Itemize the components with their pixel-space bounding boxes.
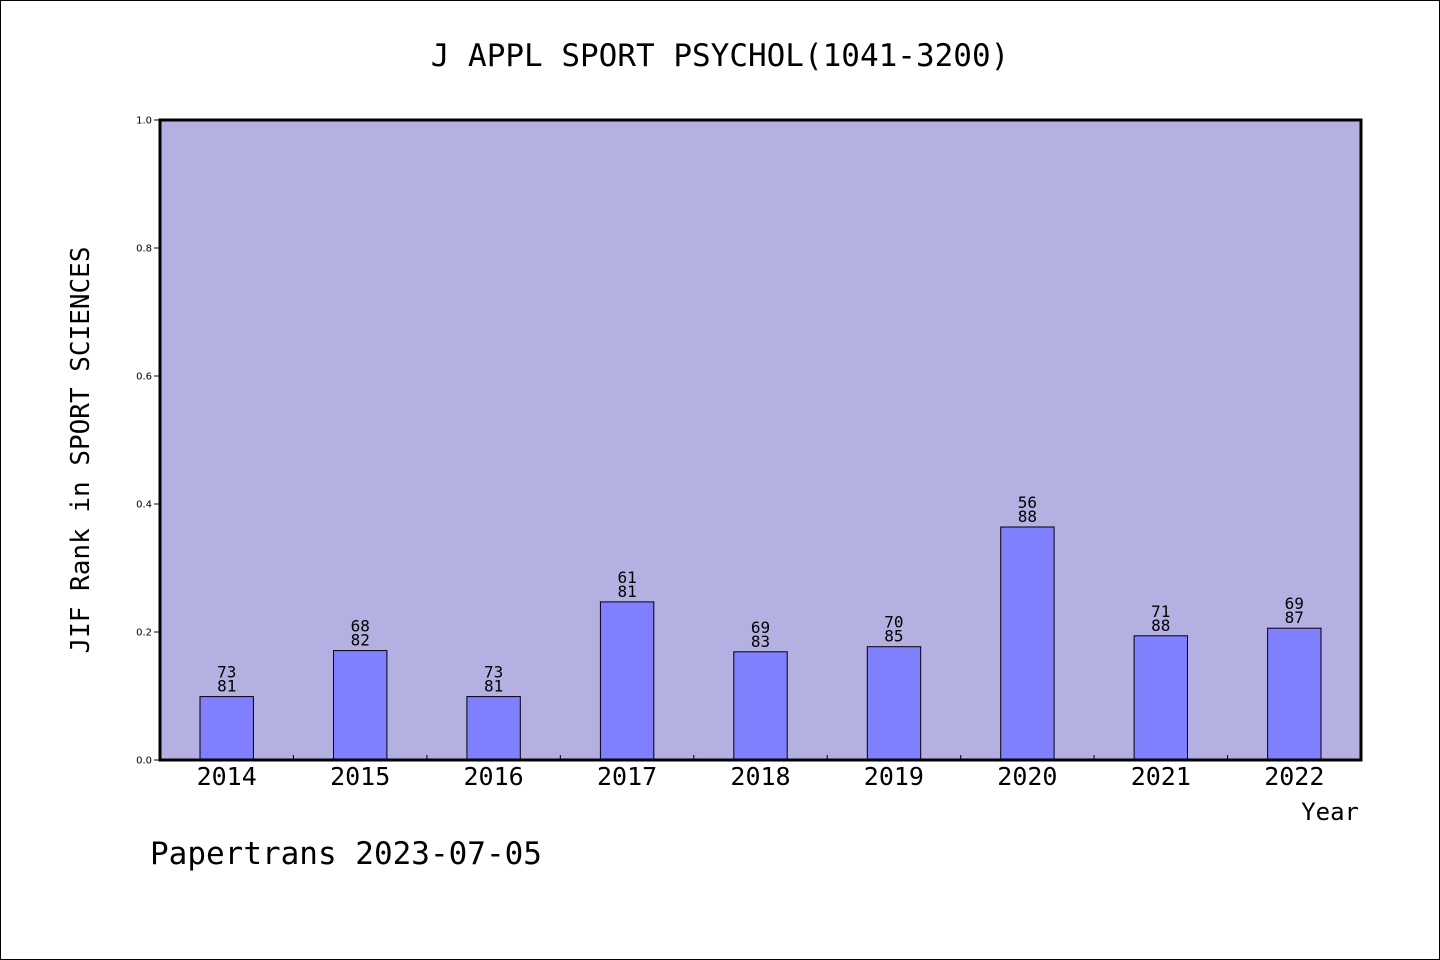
y-tick-label: 0.2 — [136, 628, 152, 639]
footer-credit: Papertrans 2023-07-05 — [150, 836, 542, 872]
y-tick-label: 1.0 — [136, 116, 152, 127]
chart-title: J APPL SPORT PSYCHOL(1041-3200) — [431, 38, 1010, 74]
x-tick-label-2015: 2015 — [330, 762, 390, 791]
x-tick-label-2018: 2018 — [730, 762, 790, 791]
x-tick-label-2014: 2014 — [197, 762, 257, 791]
x-axis-label: Year — [1301, 798, 1359, 826]
x-tick-label-2022: 2022 — [1264, 762, 1324, 791]
x-tick-label-2019: 2019 — [864, 762, 924, 791]
y-tick-label: 0.8 — [136, 244, 152, 255]
bar-2018 — [733, 651, 788, 761]
bar-label-denominator-2022: 87 — [1285, 608, 1304, 627]
y-tick-label: 0.4 — [136, 500, 152, 511]
bar-label-rank-2016: 73 — [484, 663, 503, 682]
x-tick-label-2016: 2016 — [463, 762, 523, 791]
bar-label-rank-2019: 70 — [884, 613, 903, 632]
bar-label-denominator-2021: 88 — [1151, 616, 1170, 635]
y-tick-label: 0.0 — [136, 756, 152, 767]
bar-label-rank-2021: 71 — [1151, 602, 1170, 621]
bar-label-denominator-2017: 81 — [617, 582, 636, 601]
bar-2017 — [599, 601, 655, 761]
bar-2020 — [1000, 526, 1055, 761]
bar-label-denominator-2016: 81 — [484, 677, 503, 696]
x-tick-label-2017: 2017 — [597, 762, 657, 791]
y-axis-ticks: 0.0 0.2 0.4 0.6 0.8 1.0 — [136, 116, 160, 767]
bar-label-rank-2017: 61 — [617, 568, 636, 587]
bar-label-rank-2015: 68 — [351, 617, 370, 636]
bar-2014 — [199, 696, 254, 761]
bar-label-denominator-2018: 83 — [751, 632, 770, 651]
bar-2016 — [466, 696, 521, 761]
bar-label-denominator-2019: 85 — [884, 627, 903, 646]
bar-label-rank-2014: 73 — [217, 663, 236, 682]
plot-border — [158, 118, 1363, 762]
bar-label-rank-2022: 69 — [1285, 594, 1304, 613]
bar-2019 — [866, 646, 922, 761]
bars — [199, 526, 1322, 761]
bar-label-denominator-2020: 88 — [1018, 507, 1037, 526]
y-axis-label: JIF Rank in SPORT SCIENCES — [66, 247, 96, 654]
bar-2022 — [1267, 627, 1322, 761]
x-tick-label-2021: 2021 — [1131, 762, 1191, 791]
bar-label-denominator-2014: 81 — [217, 677, 236, 696]
x-tick-label-2020: 2020 — [997, 762, 1057, 791]
bar-2021 — [1133, 635, 1188, 761]
x-axis-ticks: 2014 2015 2016 2017 2018 2019 2020 2021 2022 — [197, 755, 1324, 791]
bar-2015 — [333, 650, 388, 761]
bar-label-rank-2018: 69 — [751, 618, 770, 637]
y-tick-label: 0.6 — [136, 372, 152, 383]
bar-label-rank-2020: 56 — [1018, 493, 1037, 512]
bar-label-denominator-2015: 82 — [351, 631, 370, 650]
